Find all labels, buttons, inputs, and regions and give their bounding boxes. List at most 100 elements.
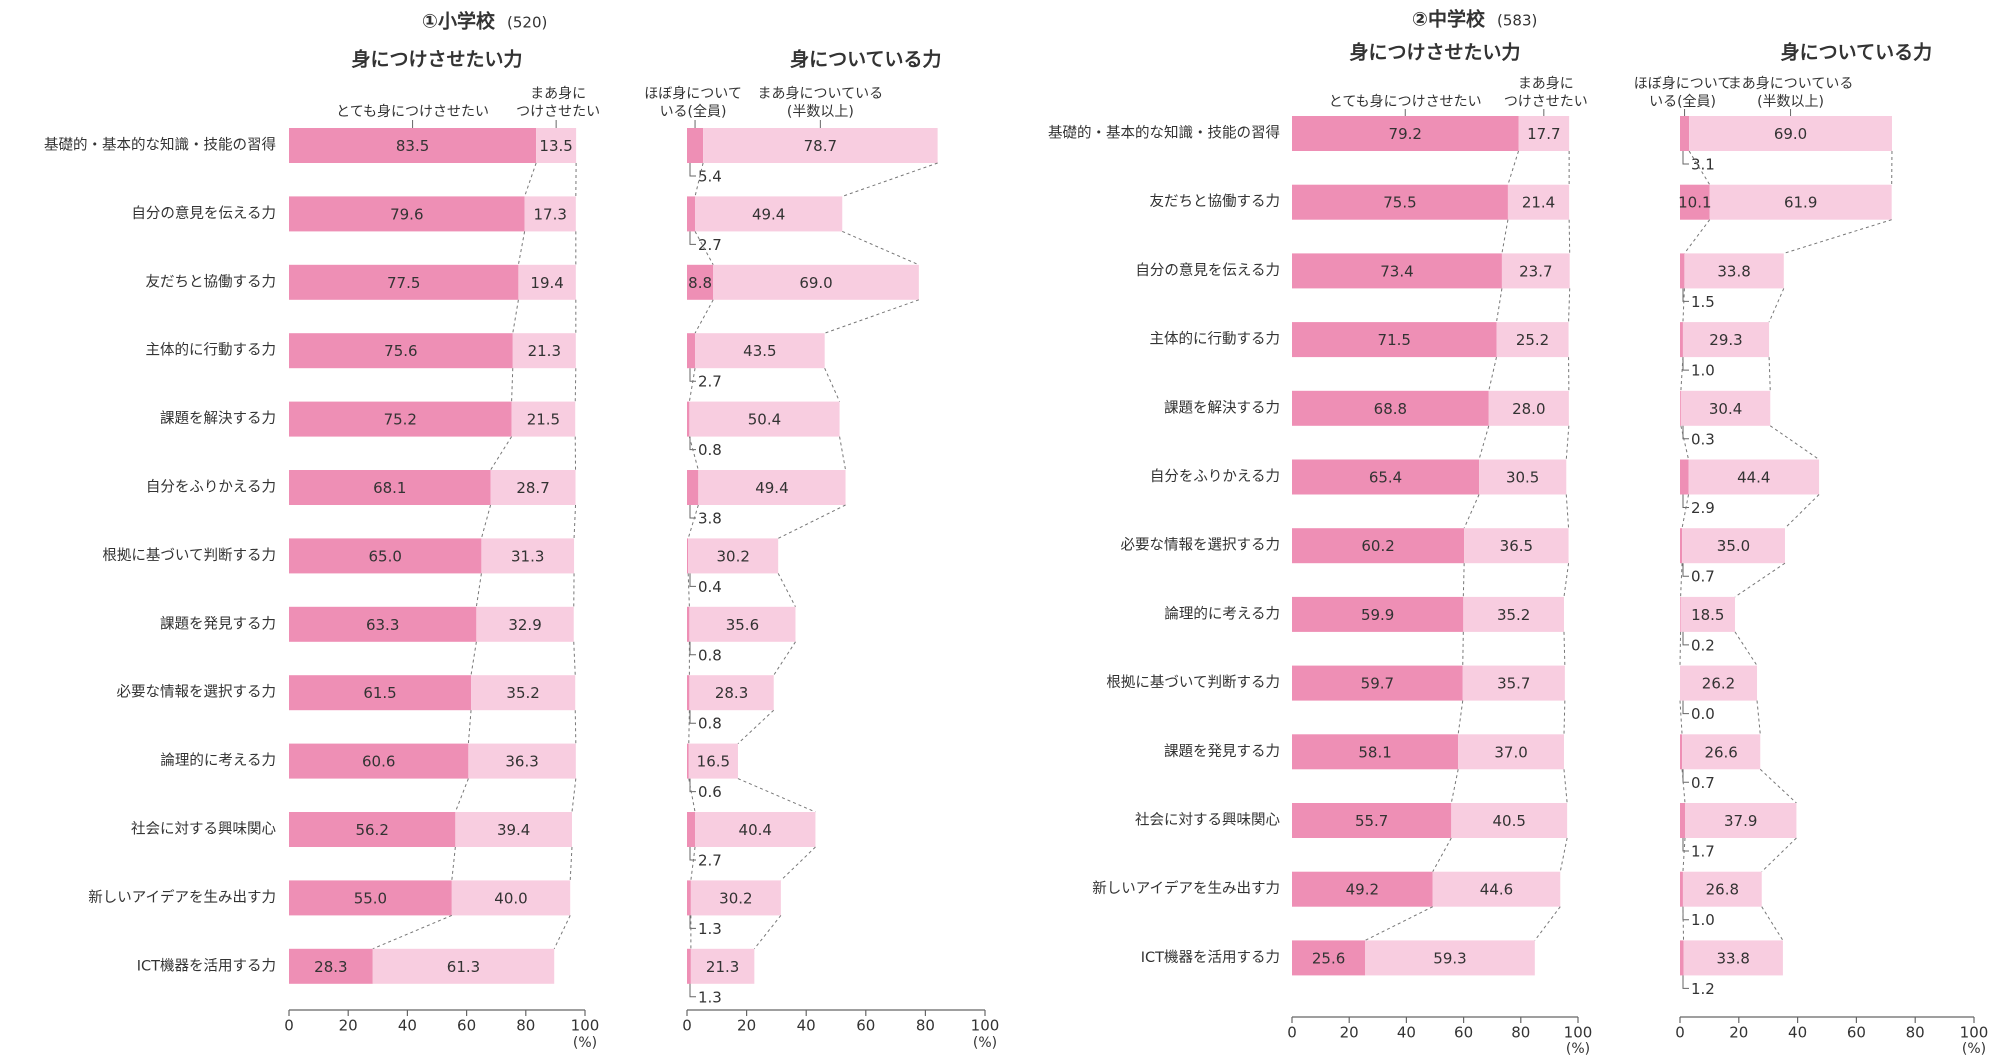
category-label: 必要な情報を選択する力 [117, 684, 277, 701]
bar-right-series1 [687, 470, 699, 505]
value-label: 28.0 [1512, 400, 1545, 418]
connector-line [1563, 631, 1566, 666]
bar-left-series2 [1507, 184, 1570, 220]
category-label: 友だちと協働する力 [1150, 193, 1281, 210]
value-label: 1.3 [698, 920, 722, 938]
category-label: 社会に対する興味関心 [131, 821, 276, 838]
panel-title: ①小学校 [422, 10, 496, 33]
value-label: 69.0 [799, 274, 832, 292]
category-label: 自分をふりかえる力 [146, 479, 276, 496]
bar-right-series1 [687, 675, 690, 711]
connector-line [467, 710, 472, 744]
connector-line [517, 231, 526, 265]
value-callout [1682, 906, 1689, 921]
value-label: 65.0 [368, 547, 401, 565]
connector-line [574, 710, 577, 744]
value-label: 25.2 [1516, 331, 1549, 349]
bar-right-series1 [687, 812, 696, 847]
bar-right-series2 [695, 196, 843, 232]
tick-label: 40 [797, 1017, 816, 1035]
bar-right-series1 [687, 606, 690, 642]
legend-label: まあ身についている [1728, 76, 1854, 92]
bar-left-series1 [289, 470, 491, 505]
value-label: 49.4 [752, 205, 785, 223]
value-label: 21.3 [528, 342, 561, 360]
legend-label: ほぼ身について [644, 86, 742, 102]
bar-right-series2 [1682, 322, 1770, 358]
value-label: 3.8 [698, 510, 722, 528]
connector-line [824, 367, 841, 402]
bar-left-series2 [476, 606, 574, 642]
bar-left-series2 [518, 264, 576, 300]
connector-line [573, 641, 576, 676]
bar-right-series1 [687, 948, 691, 984]
connector-line [512, 299, 519, 334]
value-label: 78.7 [804, 137, 837, 155]
legend-label: まあ身に [1518, 76, 1574, 92]
connector-line [574, 368, 577, 402]
bar-right-series1 [1680, 871, 1683, 907]
value-label: 0.8 [698, 441, 722, 459]
connector-line [737, 709, 775, 744]
tick-label: 60 [856, 1017, 875, 1035]
value-label: 29.3 [1709, 331, 1742, 349]
value-label: 26.6 [1704, 743, 1737, 761]
connector-line [1432, 837, 1452, 872]
value-label: 21.3 [706, 958, 739, 976]
value-label: 37.0 [1494, 743, 1527, 761]
connector-line [1756, 700, 1761, 735]
bar-left-series1 [289, 606, 477, 642]
bar-right-series2 [689, 606, 796, 642]
connector-line [1761, 837, 1797, 873]
value-callout [689, 573, 696, 587]
value-label: 61.5 [363, 684, 396, 702]
connector-line [490, 436, 513, 471]
category-label: 課題を発見する力 [1164, 743, 1280, 760]
category-label: 論理的に考える力 [1164, 605, 1280, 622]
tick-label: 100 [1564, 1024, 1593, 1042]
bar-right-series2 [698, 470, 846, 505]
left-subtitle: 身につけさせたい力 [1349, 41, 1520, 64]
bar-right-series1 [1680, 184, 1710, 220]
value-label: 1.0 [1691, 911, 1715, 929]
bar-left-series1 [1292, 390, 1489, 426]
value-callout [689, 505, 696, 519]
connector-line [839, 436, 847, 471]
value-label: 5.4 [698, 168, 722, 186]
bar-left-series2 [536, 128, 577, 163]
connector-line [688, 436, 699, 471]
bar-right-series1 [687, 880, 691, 916]
value-callout [1682, 563, 1689, 577]
value-label: 32.9 [508, 616, 541, 634]
legend-label: まあ身に [530, 86, 586, 102]
connector-line [1568, 288, 1571, 323]
value-label: 25.6 [1312, 949, 1345, 967]
connector-line [694, 299, 714, 334]
connector-line [1681, 769, 1686, 804]
category-label: 課題を解決する力 [160, 410, 276, 427]
value-label: 75.2 [384, 411, 417, 429]
connector-line [1462, 631, 1464, 666]
bar-left-series1 [289, 743, 469, 779]
connector-line [737, 778, 816, 813]
category-label: ICT機器を活用する力 [1141, 949, 1280, 966]
value-label: 18.5 [1691, 606, 1724, 624]
value-label: 79.2 [1389, 125, 1422, 143]
category-label: 友だちと協働する力 [146, 273, 277, 290]
tick-label: 0 [682, 1017, 692, 1035]
value-callout [689, 847, 696, 861]
value-label: 40.5 [1493, 812, 1526, 830]
bar-left-series2 [1501, 253, 1570, 289]
tick-label: 0 [284, 1017, 294, 1035]
value-label: 37.9 [1724, 812, 1757, 830]
value-label: 0.7 [1691, 568, 1715, 586]
value-label: 50.4 [748, 411, 781, 429]
value-label: 26.8 [1706, 881, 1739, 899]
bar-left-series2 [524, 196, 576, 232]
value-label: 8.8 [688, 274, 712, 292]
value-label: 0.3 [1691, 430, 1715, 448]
panel-title: ②中学校 [1412, 8, 1486, 31]
value-label: 56.2 [355, 821, 388, 839]
value-callout [689, 710, 696, 724]
connector-line [1688, 150, 1711, 185]
